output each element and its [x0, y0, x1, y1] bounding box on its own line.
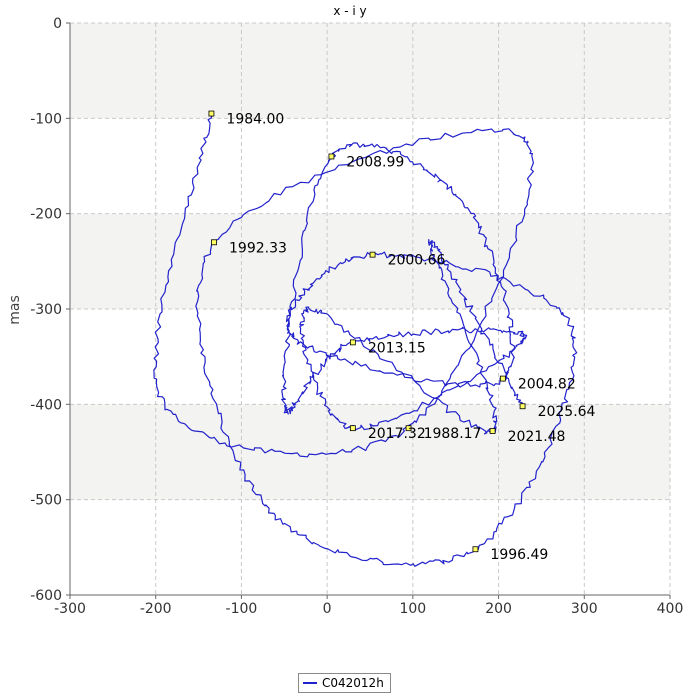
- epoch-marker: [489, 428, 496, 434]
- epoch-label: 2017.32: [368, 426, 426, 442]
- plot-band: [70, 499, 670, 595]
- y-tick-label: -400: [30, 397, 62, 413]
- x-tick-label: 200: [485, 601, 512, 617]
- x-tick-label: -200: [140, 601, 172, 617]
- epoch-marker: [211, 239, 217, 246]
- epoch-label: 1992.33: [229, 240, 287, 256]
- epoch-marker: [499, 375, 506, 382]
- legend-label: C042012h: [322, 676, 384, 690]
- x-tick-label: -100: [226, 601, 258, 617]
- epoch-label: 2013.15: [368, 340, 426, 356]
- y-tick-label: -100: [30, 111, 62, 127]
- x-tick-label: 0: [323, 601, 332, 617]
- epoch-label: 1988.17: [424, 426, 482, 442]
- epoch-marker: [328, 153, 335, 160]
- epoch-marker: [208, 110, 215, 117]
- tick-labels: -300 -200 -100 0 100 200 300 400 0 -100 -200 -300 -4…: [30, 16, 683, 617]
- plot-band: [70, 309, 670, 405]
- chart-title: x - i y: [333, 4, 366, 18]
- y-tick-label: -200: [30, 207, 62, 223]
- y-tick-label: 0: [53, 16, 62, 32]
- x-tick-label: -300: [54, 601, 86, 617]
- axes: [66, 22, 671, 599]
- plot-band: [70, 118, 670, 214]
- epoch-marker: [519, 403, 526, 410]
- legend: C042012h: [298, 673, 391, 693]
- epoch-marker: [349, 425, 356, 432]
- epoch-marker: [349, 339, 356, 346]
- epoch-label: 2021.48: [508, 429, 566, 445]
- epoch-marker: [472, 546, 479, 553]
- x-tick-label: 300: [571, 601, 598, 617]
- y-tick-label: -500: [30, 493, 62, 509]
- x-tick-label: 100: [399, 601, 426, 617]
- epoch-marker: [369, 251, 376, 258]
- annotations: 1984.00 1988.17 1992.33 1996.49 2000.66 2004.…: [208, 110, 596, 563]
- legend-swatch: [303, 682, 317, 684]
- epoch-label: 1996.49: [490, 547, 548, 563]
- y-tick-label: -600: [30, 588, 62, 604]
- y-axis-title: mas: [7, 295, 23, 325]
- plot-background: [70, 23, 670, 595]
- y-tick-label: -300: [30, 302, 62, 318]
- epoch-label: 2008.99: [346, 154, 404, 170]
- epoch-label: 2025.64: [538, 404, 596, 420]
- x-tick-label: 400: [657, 601, 684, 617]
- epoch-marker: [405, 425, 412, 432]
- epoch-label: 1984.00: [226, 112, 284, 128]
- epoch-label: 2000.66: [388, 253, 446, 269]
- epoch-label: 2004.82: [518, 377, 576, 393]
